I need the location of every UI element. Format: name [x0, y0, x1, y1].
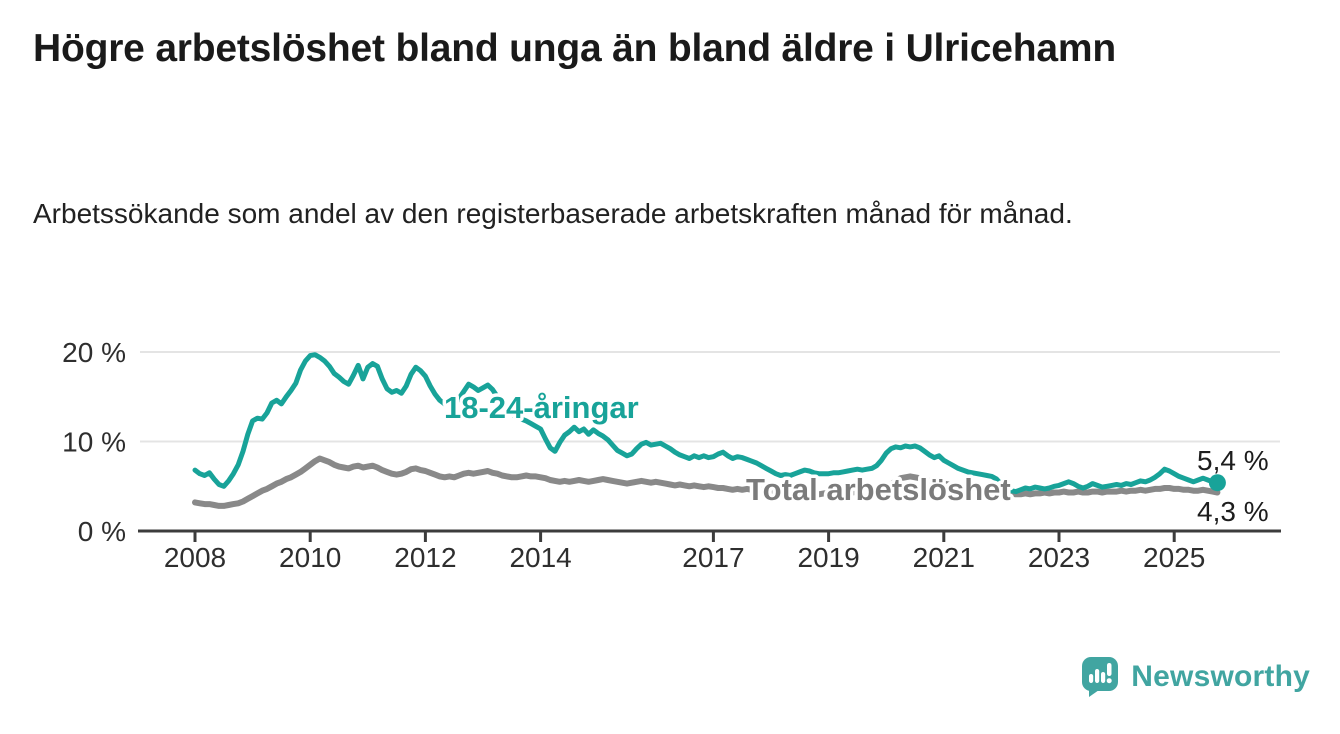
x-axis-tick-label: 2010: [279, 542, 341, 573]
y-axis-tick-label: 20 %: [62, 337, 126, 368]
brand-name: Newsworthy: [1131, 660, 1310, 693]
series-label-youth: 18-24-åringar: [444, 390, 639, 425]
end-value-label-youth: 5,4 %: [1197, 445, 1269, 476]
page-title: Högre arbetslöshet bland unga än bland ä…: [33, 27, 1116, 70]
series-line-total: [192, 455, 1221, 509]
x-axis-tick-label: 2025: [1143, 542, 1205, 573]
x-axis-tick-label: 2021: [913, 542, 975, 573]
series-label-total: Total arbetslöshet: [746, 472, 1011, 507]
x-axis-tick-label: 2008: [164, 542, 226, 573]
x-axis-tick-label: 2023: [1028, 542, 1090, 573]
series-line-youth: [192, 352, 1220, 495]
brand-footer: Newsworthy: [1080, 655, 1310, 699]
newsworthy-logo-icon: [1082, 657, 1119, 697]
series-end-dot: [1208, 474, 1226, 492]
chart-subtitle: Arbetssökande som andel av den registerb…: [33, 198, 1073, 229]
y-axis-tick-label: 10 %: [62, 427, 126, 458]
x-axis-tick-label: 2019: [797, 542, 859, 573]
end-value-label-total: 4,3 %: [1197, 496, 1269, 527]
y-axis-tick-label: 0 %: [78, 516, 126, 547]
x-axis-tick-label: 2014: [509, 542, 571, 573]
unemployment-line-chart: 20 % 10 % 0 % 2008 2010 2012 2014 2017 2019 2021 2…: [62, 337, 1281, 573]
x-axis-tick-label: 2012: [394, 542, 456, 573]
x-axis-tick-label: 2017: [682, 542, 744, 573]
